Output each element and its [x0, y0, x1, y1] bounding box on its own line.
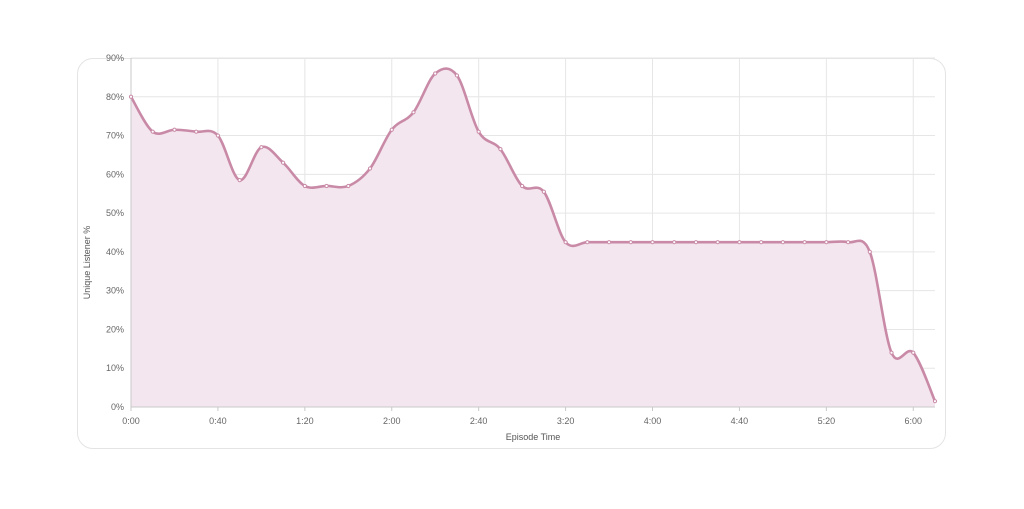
y-tick-label: 0%	[111, 402, 124, 412]
y-tick-label: 50%	[106, 208, 124, 218]
data-point[interactable]	[476, 129, 481, 134]
data-point[interactable]	[563, 240, 568, 245]
data-point[interactable]	[628, 240, 633, 245]
x-tick-label: 2:40	[470, 416, 488, 426]
data-point[interactable]	[194, 129, 199, 134]
data-point[interactable]	[237, 178, 242, 183]
data-point[interactable]	[128, 94, 134, 99]
data-point[interactable]	[367, 166, 373, 171]
y-tick-label: 70%	[106, 131, 124, 141]
y-tick-label: 60%	[106, 169, 124, 179]
y-tick-label: 10%	[106, 363, 124, 373]
data-point[interactable]	[281, 160, 286, 165]
axes	[130, 58, 935, 408]
data-point[interactable]	[433, 71, 438, 76]
data-point[interactable]	[302, 183, 307, 189]
y-tick-label: 30%	[106, 286, 124, 296]
y-tick-label: 40%	[106, 247, 124, 257]
data-point[interactable]	[454, 73, 460, 78]
data-point[interactable]	[324, 183, 329, 189]
data-point[interactable]	[802, 240, 807, 245]
data-point[interactable]	[172, 127, 177, 132]
x-tick-label: 1:20	[296, 416, 314, 426]
data-point[interactable]	[150, 129, 155, 134]
data-point[interactable]	[520, 183, 525, 189]
x-tick-label: 2:00	[383, 416, 401, 426]
y-tick-label: 80%	[106, 92, 124, 102]
data-point[interactable]	[672, 240, 677, 245]
data-point[interactable]	[737, 240, 742, 245]
data-point[interactable]	[824, 240, 829, 245]
data-point[interactable]	[932, 399, 938, 404]
x-tick-label: 6:00	[905, 416, 923, 426]
data-point[interactable]	[693, 240, 699, 245]
x-tick-label: 0:40	[209, 416, 227, 426]
data-point[interactable]	[759, 240, 764, 245]
data-point[interactable]	[845, 240, 851, 245]
y-axis-title: Unique Listener %	[82, 226, 92, 300]
x-tick-label: 3:20	[557, 416, 575, 426]
x-tick-label: 4:00	[644, 416, 662, 426]
area-layer	[129, 67, 937, 408]
data-point[interactable]	[780, 240, 785, 245]
x-axis-title: Episode Time	[506, 432, 561, 442]
y-tick-label: 20%	[106, 324, 124, 334]
data-point[interactable]	[346, 183, 351, 189]
data-point[interactable]	[889, 350, 894, 355]
points	[128, 71, 938, 404]
data-point[interactable]	[498, 147, 503, 152]
data-point[interactable]	[911, 350, 916, 355]
data-point[interactable]	[606, 240, 612, 245]
data-point[interactable]	[585, 240, 590, 245]
data-point[interactable]	[215, 133, 221, 138]
series-area	[131, 68, 935, 408]
data-point[interactable]	[389, 127, 394, 132]
x-tick-label: 5:20	[818, 416, 836, 426]
data-point[interactable]	[541, 189, 546, 194]
x-tick-label: 0:00	[122, 416, 140, 426]
data-point[interactable]	[650, 240, 655, 245]
x-tick-label: 4:40	[731, 416, 749, 426]
data-point[interactable]	[867, 249, 872, 254]
y-tick-label: 90%	[106, 53, 124, 63]
data-point[interactable]	[715, 240, 720, 245]
data-point[interactable]	[259, 145, 264, 150]
data-point[interactable]	[411, 110, 416, 115]
